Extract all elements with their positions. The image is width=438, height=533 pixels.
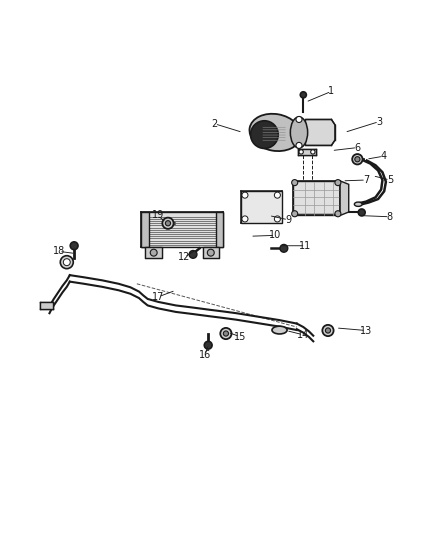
Circle shape bbox=[220, 328, 232, 339]
Circle shape bbox=[280, 245, 288, 252]
Text: 15: 15 bbox=[233, 332, 246, 342]
Circle shape bbox=[242, 192, 248, 198]
Circle shape bbox=[299, 150, 304, 154]
Circle shape bbox=[204, 341, 212, 349]
Ellipse shape bbox=[250, 114, 301, 151]
Circle shape bbox=[335, 180, 341, 185]
Text: 16: 16 bbox=[199, 350, 211, 360]
Circle shape bbox=[300, 92, 306, 98]
Text: 10: 10 bbox=[269, 230, 281, 240]
Text: 6: 6 bbox=[354, 143, 360, 152]
Circle shape bbox=[292, 180, 298, 185]
Text: 13: 13 bbox=[360, 326, 372, 335]
Circle shape bbox=[335, 211, 341, 217]
Polygon shape bbox=[141, 212, 149, 247]
Text: 19: 19 bbox=[152, 211, 164, 221]
Polygon shape bbox=[145, 247, 162, 258]
Polygon shape bbox=[215, 212, 223, 247]
Text: 4: 4 bbox=[380, 151, 386, 161]
Polygon shape bbox=[39, 302, 53, 309]
Circle shape bbox=[355, 157, 360, 162]
Circle shape bbox=[292, 211, 298, 217]
Circle shape bbox=[150, 249, 157, 256]
Circle shape bbox=[162, 217, 173, 229]
Circle shape bbox=[207, 249, 214, 256]
Text: 12: 12 bbox=[178, 252, 191, 262]
Circle shape bbox=[274, 216, 280, 222]
Polygon shape bbox=[293, 181, 340, 215]
Circle shape bbox=[166, 221, 170, 226]
Circle shape bbox=[325, 328, 331, 333]
Circle shape bbox=[322, 325, 334, 336]
Polygon shape bbox=[298, 149, 316, 155]
Circle shape bbox=[251, 121, 278, 149]
Circle shape bbox=[274, 192, 280, 198]
Circle shape bbox=[70, 242, 78, 249]
Ellipse shape bbox=[290, 117, 307, 148]
Polygon shape bbox=[141, 212, 223, 247]
Circle shape bbox=[60, 256, 73, 269]
Polygon shape bbox=[305, 119, 335, 146]
Ellipse shape bbox=[354, 202, 362, 206]
Text: 11: 11 bbox=[299, 241, 311, 251]
Text: 9: 9 bbox=[285, 215, 291, 225]
Text: 2: 2 bbox=[212, 119, 218, 129]
Circle shape bbox=[223, 331, 229, 336]
Circle shape bbox=[296, 142, 302, 149]
Polygon shape bbox=[202, 247, 219, 258]
Text: 5: 5 bbox=[387, 175, 393, 185]
Circle shape bbox=[242, 216, 248, 222]
Text: 8: 8 bbox=[387, 212, 393, 222]
Text: 17: 17 bbox=[152, 292, 165, 302]
Polygon shape bbox=[340, 181, 349, 215]
Circle shape bbox=[64, 259, 70, 265]
Text: 7: 7 bbox=[363, 175, 369, 185]
Text: 1: 1 bbox=[328, 86, 335, 96]
Circle shape bbox=[352, 154, 363, 165]
Polygon shape bbox=[240, 191, 282, 223]
Ellipse shape bbox=[272, 326, 287, 334]
Text: 18: 18 bbox=[53, 246, 65, 256]
Circle shape bbox=[311, 150, 315, 154]
Text: 14: 14 bbox=[297, 330, 310, 340]
Text: 3: 3 bbox=[376, 117, 382, 127]
Circle shape bbox=[296, 116, 302, 123]
Circle shape bbox=[189, 251, 197, 259]
Circle shape bbox=[358, 209, 365, 216]
